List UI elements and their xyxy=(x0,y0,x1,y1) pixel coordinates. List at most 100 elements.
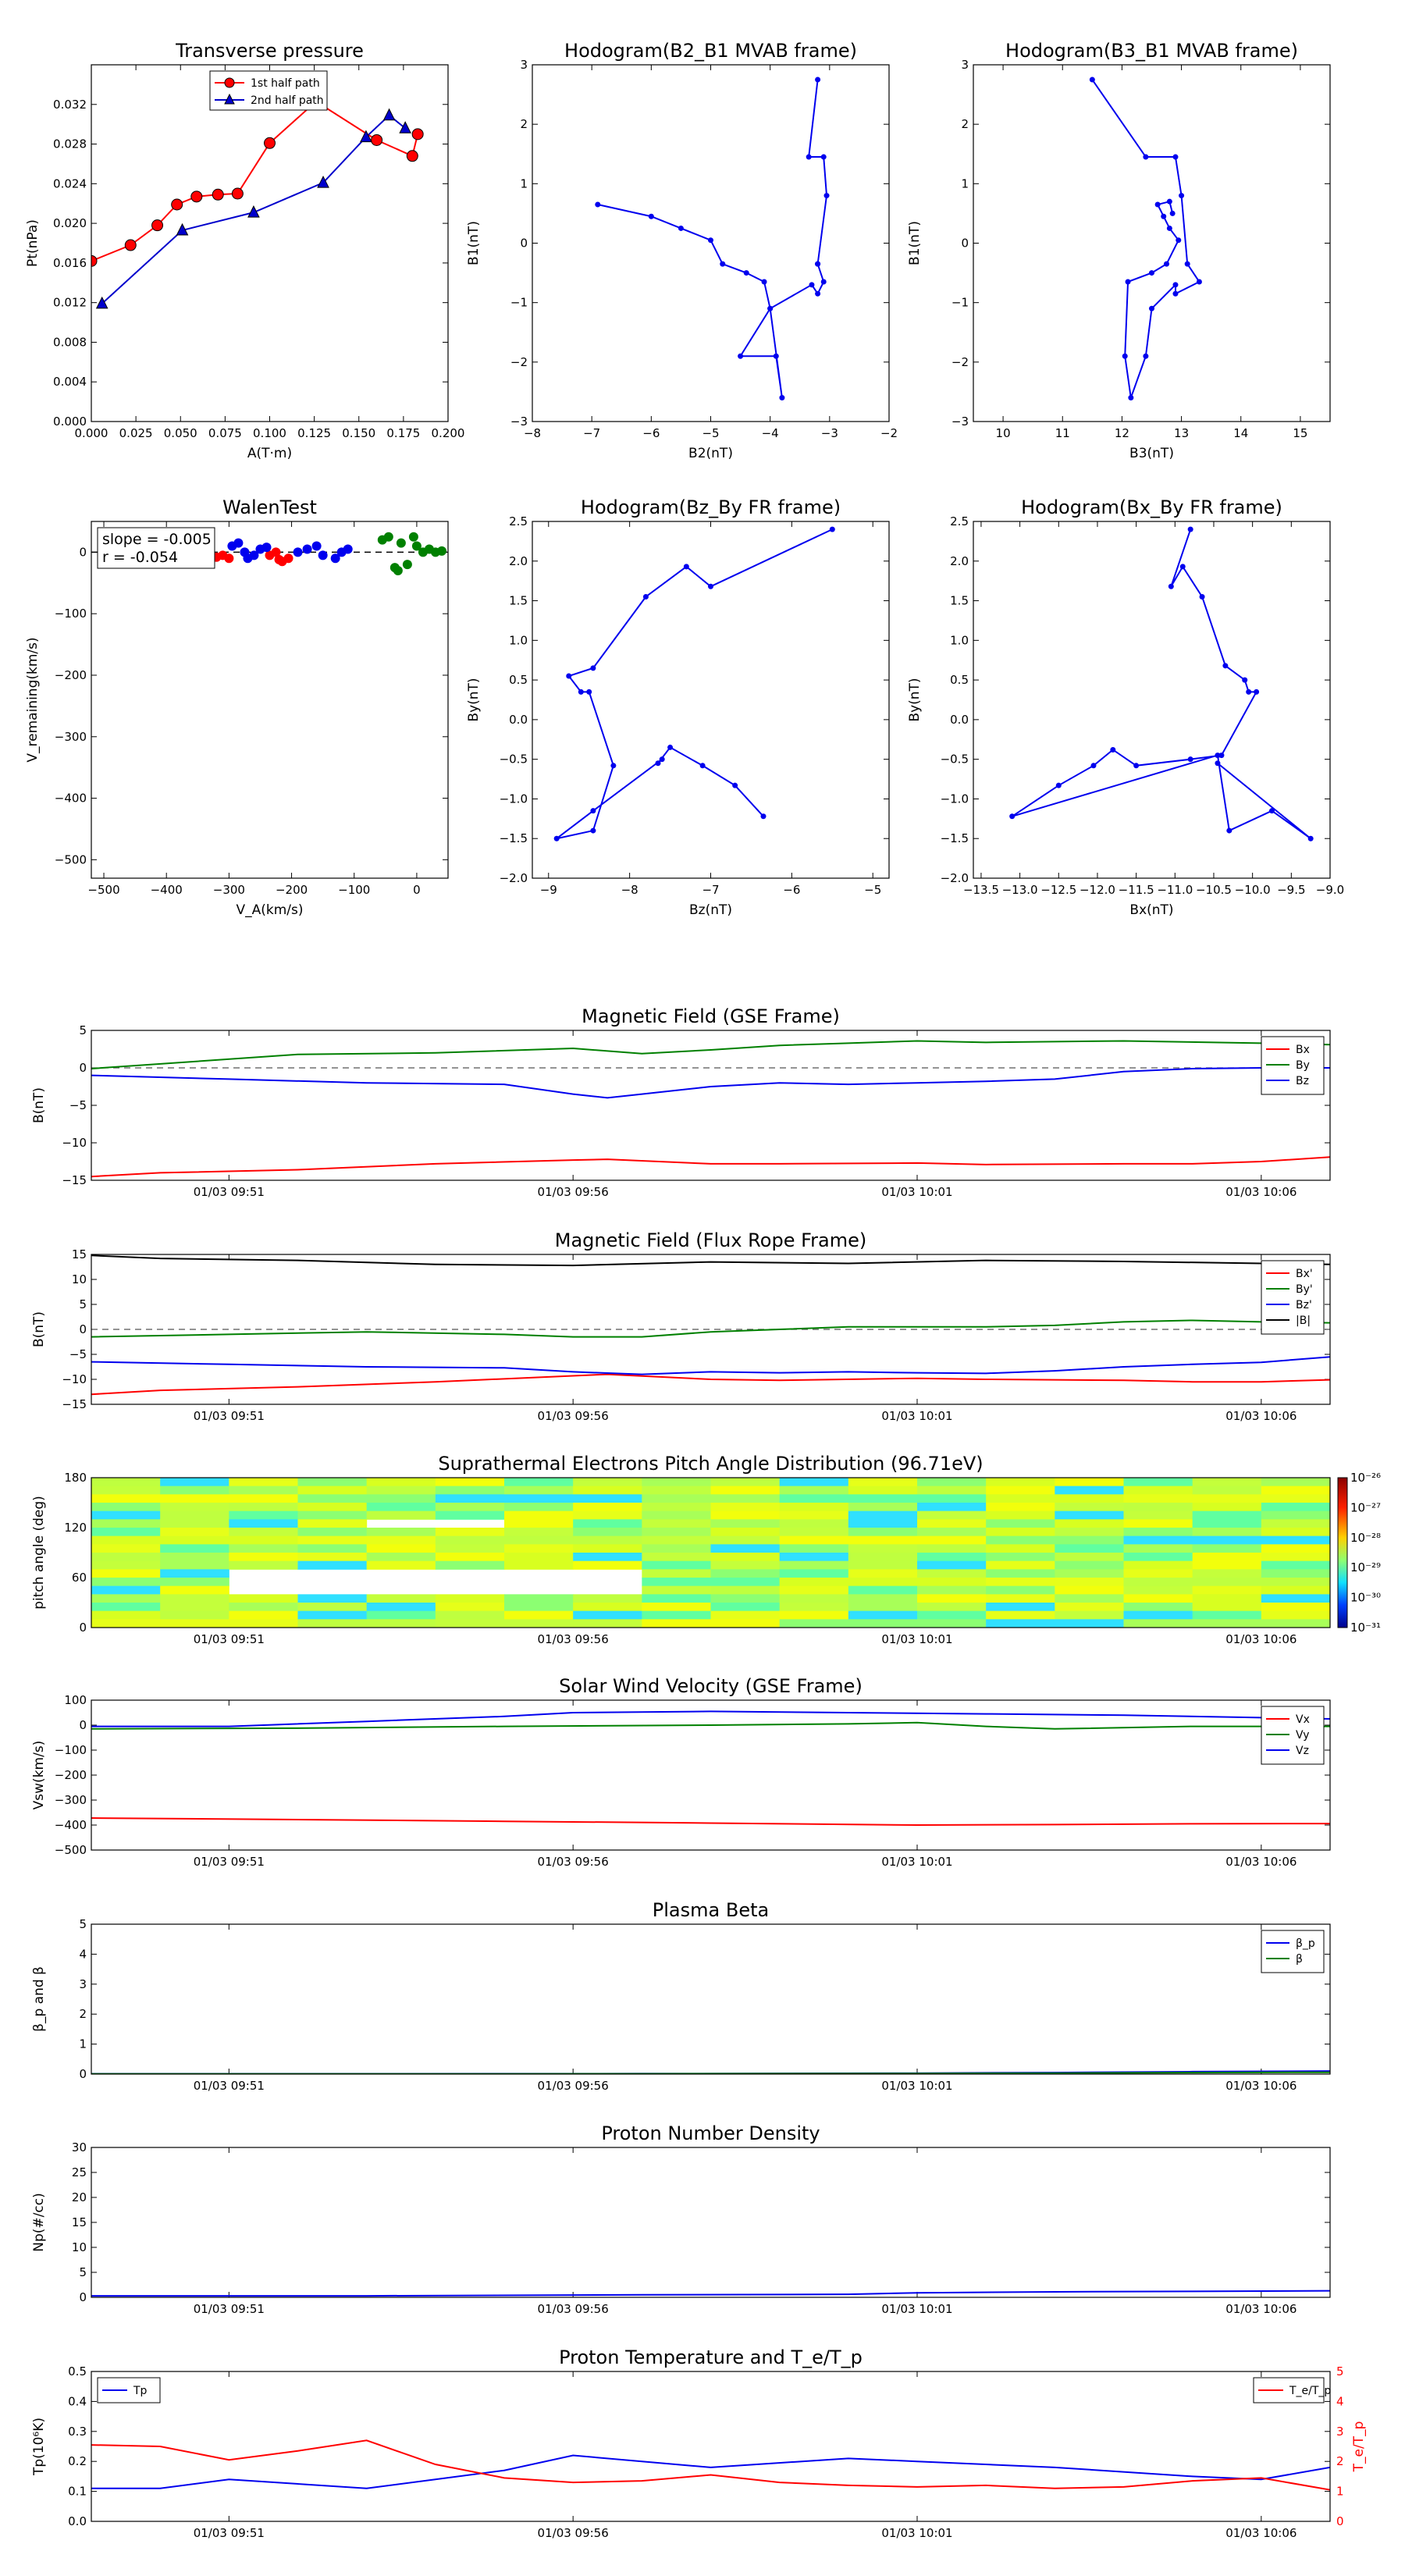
data-point xyxy=(779,395,785,401)
heatmap-cell xyxy=(710,1569,781,1578)
heatmap-cell xyxy=(1123,1528,1193,1537)
heatmap-cell xyxy=(91,1535,161,1545)
heatmap-cell xyxy=(917,1569,987,1578)
axes-frame xyxy=(973,521,1331,879)
annotation-frame xyxy=(97,527,215,569)
heatmap-cell xyxy=(710,1478,781,1487)
y-tick-label: −300 xyxy=(55,730,87,744)
heatmap-cell xyxy=(642,1510,711,1520)
legend-label: Vz xyxy=(1296,1745,1309,1757)
heatmap-cell xyxy=(1192,1610,1262,1620)
heatmap-cell xyxy=(986,1585,1055,1595)
data-point xyxy=(708,237,713,244)
heatmap-cell xyxy=(297,1535,368,1545)
heatmap-cell xyxy=(366,1535,436,1545)
series-line-0 xyxy=(91,2290,1330,2297)
data-point xyxy=(261,543,272,553)
data-layer xyxy=(1089,76,1202,401)
heatmap-cell xyxy=(917,1503,987,1512)
heatmap-cell xyxy=(573,1519,642,1528)
heatmap-cell xyxy=(1123,1560,1193,1570)
x-axis-label: Bx(nT) xyxy=(1129,902,1173,918)
heatmap-cell xyxy=(1055,1610,1124,1620)
x-tick-label: 01/03 10:01 xyxy=(881,1409,952,1423)
series-line-2 xyxy=(91,1067,1330,1099)
data-point xyxy=(283,553,293,564)
y-tick-label: 2.5 xyxy=(950,514,969,528)
heatmap-cell xyxy=(229,1594,298,1603)
heatmap-cell xyxy=(229,1503,298,1512)
heatmap-cell xyxy=(366,1610,436,1620)
heatmap-cell xyxy=(917,1535,987,1545)
heatmap-cell xyxy=(1123,1603,1193,1612)
heatmap-cell xyxy=(642,1585,711,1595)
heatmap-cell xyxy=(160,1478,229,1487)
heatmap-cell xyxy=(91,1603,161,1612)
data-point xyxy=(176,222,189,236)
heatmap-cell xyxy=(504,1510,574,1520)
x-tick-label: −11.0 xyxy=(1157,883,1193,897)
y-tick-label: 0.032 xyxy=(53,98,87,112)
heatmap-cell xyxy=(297,1485,368,1495)
y-tick-label: 10 xyxy=(72,2240,87,2254)
heatmap-cell xyxy=(917,1519,987,1528)
heatmap-cell xyxy=(573,1535,642,1545)
y-tick-label: 0.016 xyxy=(53,256,87,270)
x-tick-label: 0.000 xyxy=(75,426,108,440)
heatmap-cell xyxy=(642,1619,711,1628)
data-point xyxy=(1187,526,1193,532)
x-tick-label: 01/03 10:01 xyxy=(881,1855,952,1869)
x-axis-label: B2(nT) xyxy=(688,446,733,461)
data-point xyxy=(190,190,203,203)
data-point xyxy=(738,353,744,359)
heatmap-cell xyxy=(1123,1519,1193,1528)
y-axis-label: V_remaining(km/s) xyxy=(25,637,41,762)
heatmap-cell xyxy=(160,1485,229,1495)
legend-label: 1st half path xyxy=(251,77,320,90)
legend-label: Bx' xyxy=(1296,1268,1313,1280)
y-tick-label: −1 xyxy=(510,296,528,310)
annotation-text: slope = -0.005 xyxy=(102,531,212,548)
data-point xyxy=(411,541,422,551)
heatmap-cell xyxy=(710,1553,781,1562)
data-point xyxy=(1222,663,1229,669)
series-line-0 xyxy=(91,100,419,262)
data-point xyxy=(590,808,596,814)
heatmap-cell xyxy=(1123,1485,1193,1495)
heatmap-cell xyxy=(642,1578,711,1587)
series-line-1 xyxy=(91,1721,1330,1730)
y-tick-label: −2 xyxy=(510,355,528,369)
y-tick-label: 0.008 xyxy=(53,335,87,349)
legend-label: Vx xyxy=(1296,1713,1310,1726)
x-tick-label: 01/03 09:56 xyxy=(538,2526,609,2540)
y-tick-label: 0.1 xyxy=(68,2485,87,2499)
y-axis-label: Tp(10⁶K) xyxy=(31,2418,47,2476)
data-point xyxy=(1143,353,1149,359)
data-point xyxy=(1133,763,1140,769)
data-point xyxy=(1179,193,1185,199)
data-layer xyxy=(553,526,835,841)
panel-h1: Hodogram(B2_B1 MVAB frame) −8 −7 −6 −5 −4 −3 −2… xyxy=(466,40,898,461)
heatmap-cell xyxy=(297,1603,368,1612)
x-tick-label: −13.0 xyxy=(1002,883,1038,897)
series-line-1 xyxy=(91,2439,1330,2491)
heatmap-cell xyxy=(1192,1535,1262,1545)
x-tick-label: −8 xyxy=(621,883,638,897)
heatmap-cell xyxy=(917,1544,987,1553)
x-tick-label: 01/03 09:56 xyxy=(538,2079,609,2093)
heatmap-cell xyxy=(435,1528,505,1537)
heatmap-cell xyxy=(1123,1478,1193,1487)
y-tick-label: 1.0 xyxy=(950,633,969,647)
y-tick-label: 0 xyxy=(961,237,969,251)
x-tick-label: −8 xyxy=(524,426,541,440)
y-tick-label: 2.0 xyxy=(950,554,969,568)
x-tick-label: 01/03 10:01 xyxy=(881,1632,952,1646)
heatmap-cell xyxy=(435,1478,505,1487)
y-tick-label: 0 xyxy=(79,1061,87,1075)
heatmap-cell xyxy=(1192,1503,1262,1512)
heatmap-cell xyxy=(573,1503,642,1512)
heatmap-cell xyxy=(642,1544,711,1553)
heatmap-cell xyxy=(1261,1544,1330,1553)
x-tick-label: −500 xyxy=(87,883,119,897)
heatmap-cell xyxy=(1192,1544,1262,1553)
